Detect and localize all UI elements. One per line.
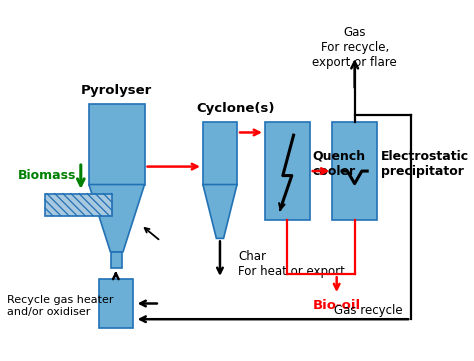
Text: Char
For heat or export: Char For heat or export	[238, 250, 345, 278]
Text: Quench
cooler: Quench cooler	[312, 150, 365, 178]
FancyBboxPatch shape	[265, 122, 310, 221]
Text: Cyclone(s): Cyclone(s)	[197, 101, 275, 114]
FancyBboxPatch shape	[45, 193, 112, 216]
Polygon shape	[89, 184, 145, 252]
Polygon shape	[203, 184, 237, 238]
Text: Pyrolyser: Pyrolyser	[81, 83, 152, 96]
FancyBboxPatch shape	[332, 122, 377, 221]
Polygon shape	[89, 104, 145, 184]
Text: Recycle gas heater
and/or oxidiser: Recycle gas heater and/or oxidiser	[7, 295, 114, 317]
Polygon shape	[203, 122, 237, 184]
Text: Bio-oil: Bio-oil	[313, 299, 361, 312]
Text: Biomass: Biomass	[18, 169, 76, 182]
Text: Gas recycle: Gas recycle	[334, 304, 402, 317]
Text: Electrostatic
precipitator: Electrostatic precipitator	[381, 150, 469, 178]
Text: Gas
For recycle,
export or flare: Gas For recycle, export or flare	[312, 26, 397, 69]
FancyBboxPatch shape	[99, 279, 133, 328]
FancyBboxPatch shape	[111, 252, 122, 268]
